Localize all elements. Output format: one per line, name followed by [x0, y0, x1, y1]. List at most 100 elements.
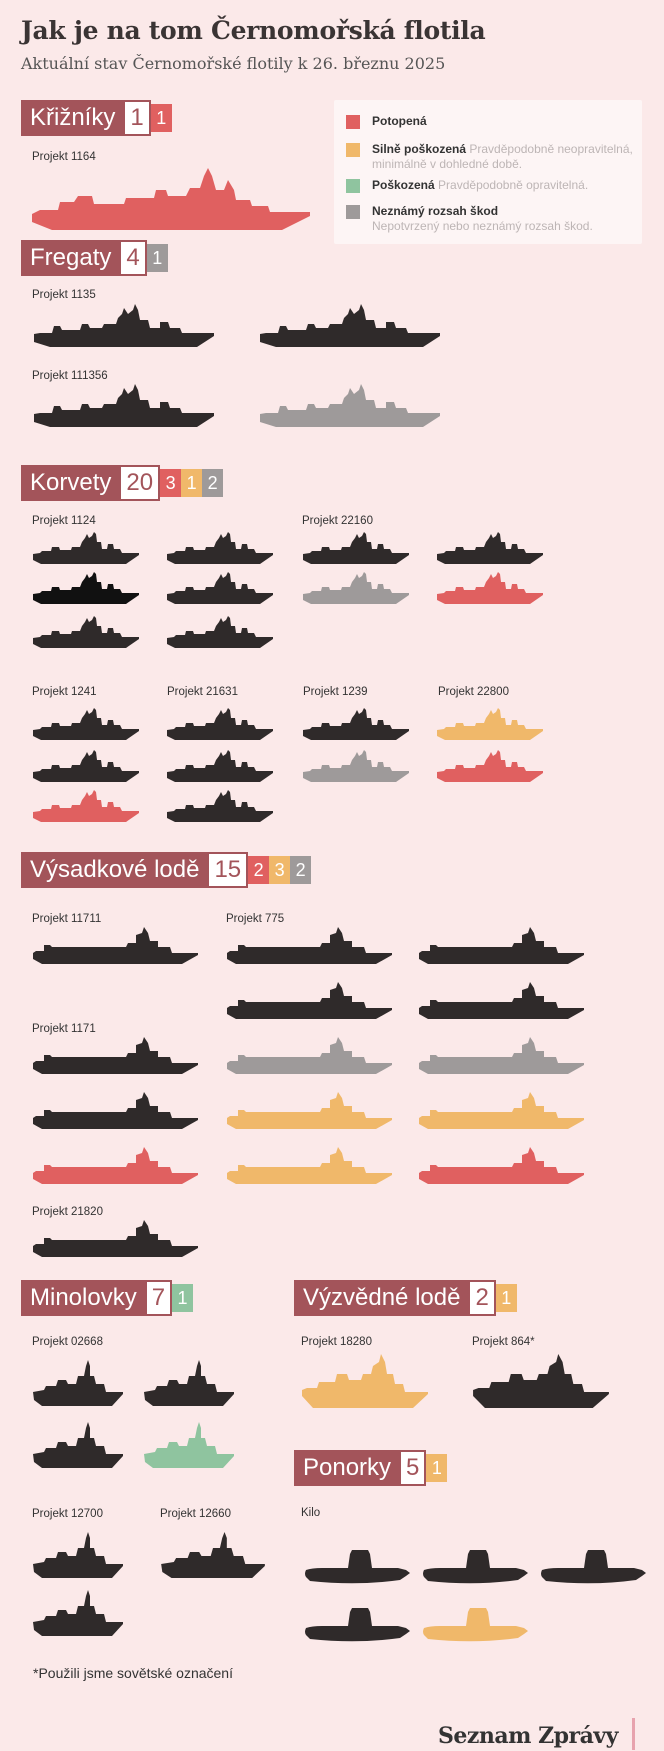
ship-icon: [33, 532, 139, 564]
ship-silhouette: [473, 1354, 609, 1408]
ship-silhouette: [144, 1422, 234, 1468]
section-title: Korvety: [21, 465, 120, 501]
ship-icon: [167, 708, 273, 740]
badge-heavy: 3: [269, 856, 291, 884]
ship-icon: [437, 572, 543, 604]
ship-icon: [33, 790, 139, 822]
project-label: Projekt 12700: [32, 1508, 103, 1520]
ship-icon: [33, 1590, 123, 1636]
section-title: Ponorky: [294, 1450, 400, 1486]
project-label: Projekt 1171: [32, 1023, 96, 1035]
submarine-icon: [423, 1608, 528, 1642]
badge-unknown: 1: [146, 244, 168, 272]
brand-logo: Seznam Zprávy: [438, 1723, 618, 1749]
ship-silhouette: [227, 1147, 392, 1184]
ship-silhouette: [33, 790, 139, 822]
section-title: Křižníky: [21, 100, 124, 136]
ship-silhouette: [167, 708, 273, 740]
section-submarines: Ponorky 5 1: [294, 1450, 448, 1486]
ship-icon: [33, 1360, 123, 1406]
ship-silhouette: [33, 572, 139, 604]
project-label: Projekt 864*: [472, 1336, 535, 1348]
project-label: Projekt 21631: [167, 686, 238, 698]
project-label: Projekt 12660: [160, 1508, 231, 1520]
badge-unknown: 2: [290, 856, 312, 884]
submarine-icon: [305, 1550, 410, 1584]
section-frigates: Fregaty 4 1: [21, 240, 168, 276]
legend-damaged-label: Poškozená: [372, 178, 435, 192]
section-total: 20: [119, 465, 161, 501]
section-total: 15: [207, 852, 249, 888]
ship-icon: [437, 532, 543, 564]
ship-silhouette: [167, 572, 273, 604]
project-label: Projekt 21820: [32, 1206, 103, 1218]
ship-icon: [303, 572, 409, 604]
ship-icon: [33, 708, 139, 740]
ship-icon: [419, 1147, 584, 1184]
ship-silhouette: [419, 1092, 584, 1129]
ship-icon: [227, 1092, 392, 1129]
ship-silhouette: [305, 1550, 410, 1584]
ship-silhouette: [33, 1532, 123, 1578]
ship-silhouette: [161, 1532, 265, 1578]
ship-silhouette: [32, 168, 310, 230]
legend-swatch-unknown: [346, 205, 360, 219]
ship-icon: [33, 616, 139, 648]
ship-silhouette: [167, 750, 273, 782]
ship-icon: [473, 1354, 609, 1408]
page-subtitle: Aktuální stav Černomořské flotily k 26. …: [21, 54, 446, 73]
ship-icon: [32, 168, 310, 230]
submarine-icon: [423, 1550, 528, 1584]
ship-icon: [260, 304, 440, 347]
section-cruisers: Křižníky 1 1: [21, 100, 172, 136]
legend-damaged-desc: Pravděpodobně opravitelná.: [438, 178, 589, 192]
ship-silhouette: [303, 572, 409, 604]
project-label: Projekt 22800: [438, 686, 509, 698]
ship-icon: [303, 708, 409, 740]
badge-sunk: 1: [150, 104, 172, 132]
project-label: Projekt 1241: [32, 686, 97, 698]
legend: Potopená Silně poškozená Pravděpodobně n…: [334, 100, 642, 244]
section-total: 4: [119, 240, 147, 276]
ship-icon: [33, 750, 139, 782]
ship-silhouette: [260, 384, 440, 427]
ship-silhouette: [437, 750, 543, 782]
ship-icon: [419, 982, 584, 1019]
badge-sunk: 2: [248, 856, 270, 884]
submarine-icon: [541, 1550, 646, 1584]
ship-icon: [167, 750, 273, 782]
ship-silhouette: [33, 532, 139, 564]
project-label: Projekt 111356: [32, 370, 108, 382]
ship-icon: [227, 1037, 392, 1074]
ship-silhouette: [227, 1092, 392, 1129]
badge-heavy: 1: [181, 469, 203, 497]
badge-damaged: 1: [172, 1284, 194, 1312]
legend-swatch-heavy: [346, 143, 360, 157]
brand-accent-bar: [632, 1718, 635, 1750]
ship-icon: [33, 1037, 198, 1074]
ship-silhouette: [167, 790, 273, 822]
ship-silhouette: [33, 616, 139, 648]
badge-heavy: 1: [495, 1284, 517, 1312]
ship-icon: [419, 927, 584, 964]
ship-icon: [227, 982, 392, 1019]
project-label: Projekt 1239: [303, 686, 368, 698]
ship-silhouette: [167, 532, 273, 564]
ship-silhouette: [419, 1037, 584, 1074]
project-label: Projekt 1124: [32, 515, 96, 527]
ship-silhouette: [305, 1608, 410, 1642]
ship-icon: [167, 572, 273, 604]
ship-icon: [419, 1037, 584, 1074]
legend-heavy-label: Silně poškozená: [372, 142, 467, 156]
ship-silhouette: [34, 304, 214, 347]
project-label: Projekt 1164: [32, 151, 96, 163]
ship-icon: [34, 304, 214, 347]
project-label: Projekt 1135: [32, 289, 96, 301]
section-corvettes: Korvety 20 3 1 2: [21, 465, 224, 501]
ship-icon: [302, 1354, 428, 1408]
ship-silhouette: [423, 1608, 528, 1642]
ship-silhouette: [33, 1037, 198, 1074]
badge-sunk: 3: [160, 469, 182, 497]
ship-silhouette: [33, 750, 139, 782]
ship-silhouette: [437, 532, 543, 564]
